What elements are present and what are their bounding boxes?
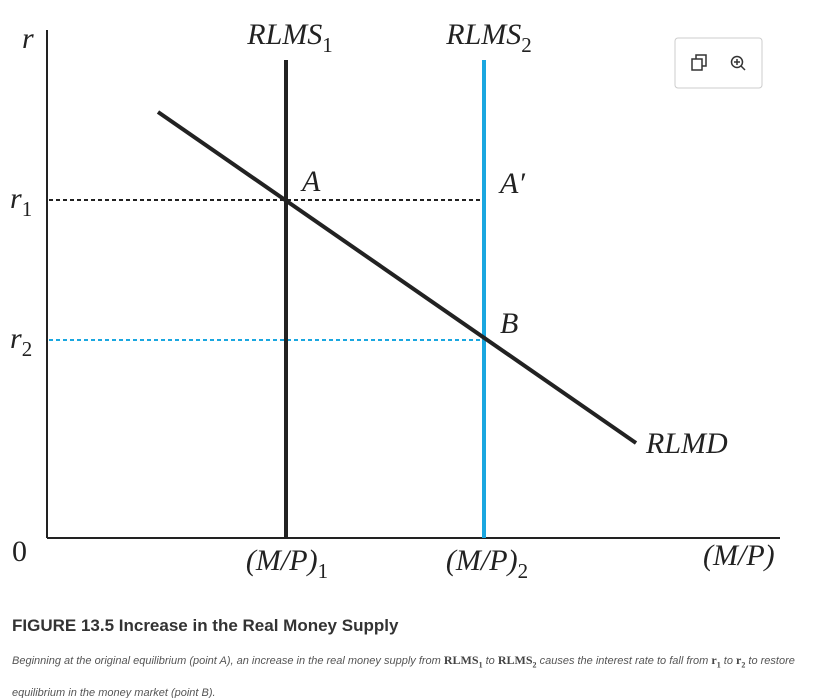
caption-math-base: r [736,653,742,667]
x-level-label: (M/P)1 [246,544,328,583]
caption-math: RLMS1 [443,653,483,670]
curve-label-base: RLMS [445,18,521,51]
y-level-label-base: r [10,322,22,355]
y-level-label-subscript: 1 [22,197,33,221]
caption-math-subscript: 2 [532,660,537,670]
toolbar-box [674,37,763,89]
caption-math-subscript: 2 [741,660,746,670]
y-axis-label: r [22,22,34,55]
point-label: B [500,307,518,340]
x-level-label: (M/P)2 [446,544,528,583]
curve-label: RLMS1 [246,18,333,57]
y-level-label: r1 [10,182,32,221]
x-axis-label: (M/P) [703,539,775,572]
copy-icon [695,54,707,67]
zoom-button[interactable] [730,55,746,71]
y-level-label-subscript: 2 [22,337,33,361]
caption-text: Beginning at the original equilibrium (p… [12,646,802,698]
zoom-icon [730,55,744,69]
caption-run: Beginning at the original equilibrium (p… [12,655,444,667]
curve-label: RLMS2 [445,18,532,57]
caption-title: FIGURE 13.5 Increase in the Real Money S… [12,616,399,635]
x-level-label-base: (M/P) [446,544,518,577]
curve-label-subscript: 2 [521,33,532,57]
curve-label: RLMD [645,427,728,460]
copy-icon [691,58,703,71]
caption-math-subscript: 1 [478,660,483,670]
toolbar [674,37,763,89]
zoom-icon [734,59,746,71]
caption-math-base: RLMS [443,653,479,667]
caption-run: causes the interest rate to fall from [536,655,712,667]
caption-math: r2 [736,653,746,670]
x-level-label-base: (M/P) [246,544,318,577]
origin-label: 0 [12,535,27,568]
curve-label-subscript: 1 [322,33,333,57]
caption-math-base: RLMS [497,653,533,667]
caption-run: to [482,655,498,667]
x-level-label-subscript: 2 [518,559,529,583]
caption-run: to restore equilibrium in the money mark… [12,655,795,698]
rlmd-line [156,110,638,445]
point-label: A [300,165,321,198]
copy-button[interactable] [691,54,707,71]
y-level-label-base: r [10,182,22,215]
point-label: A′ [498,167,525,200]
caption-math: r1 [711,653,721,670]
caption-run: to [720,655,737,667]
caption-math-base: r [711,653,717,667]
x-level-label-subscript: 1 [318,559,329,583]
y-level-label: r2 [10,322,32,361]
caption-math-subscript: 1 [716,660,721,670]
curve-label-base: RLMS [246,18,322,51]
caption-math: RLMS2 [497,653,537,670]
